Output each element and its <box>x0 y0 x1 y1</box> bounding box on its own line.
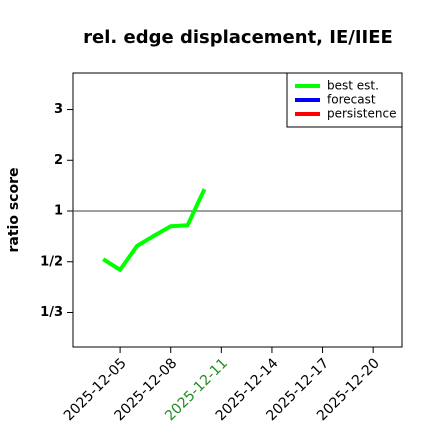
y-tick-label: 3 <box>54 102 63 117</box>
data-line <box>102 188 207 272</box>
plot-frame <box>72 72 403 348</box>
y-tick-label: 1/3 <box>40 305 63 320</box>
y-tick-label: 2 <box>54 153 63 168</box>
y-tick-label: 1/2 <box>40 254 63 269</box>
chart-title: rel. edge displacement, IE/IIEE <box>83 27 393 48</box>
legend-label: persistence <box>327 107 396 121</box>
y-axis-label: ratio score <box>6 168 22 253</box>
y-tick-label: 1 <box>54 204 63 219</box>
legend-label: best est. <box>327 79 379 93</box>
legend-label: forecast <box>327 93 376 107</box>
